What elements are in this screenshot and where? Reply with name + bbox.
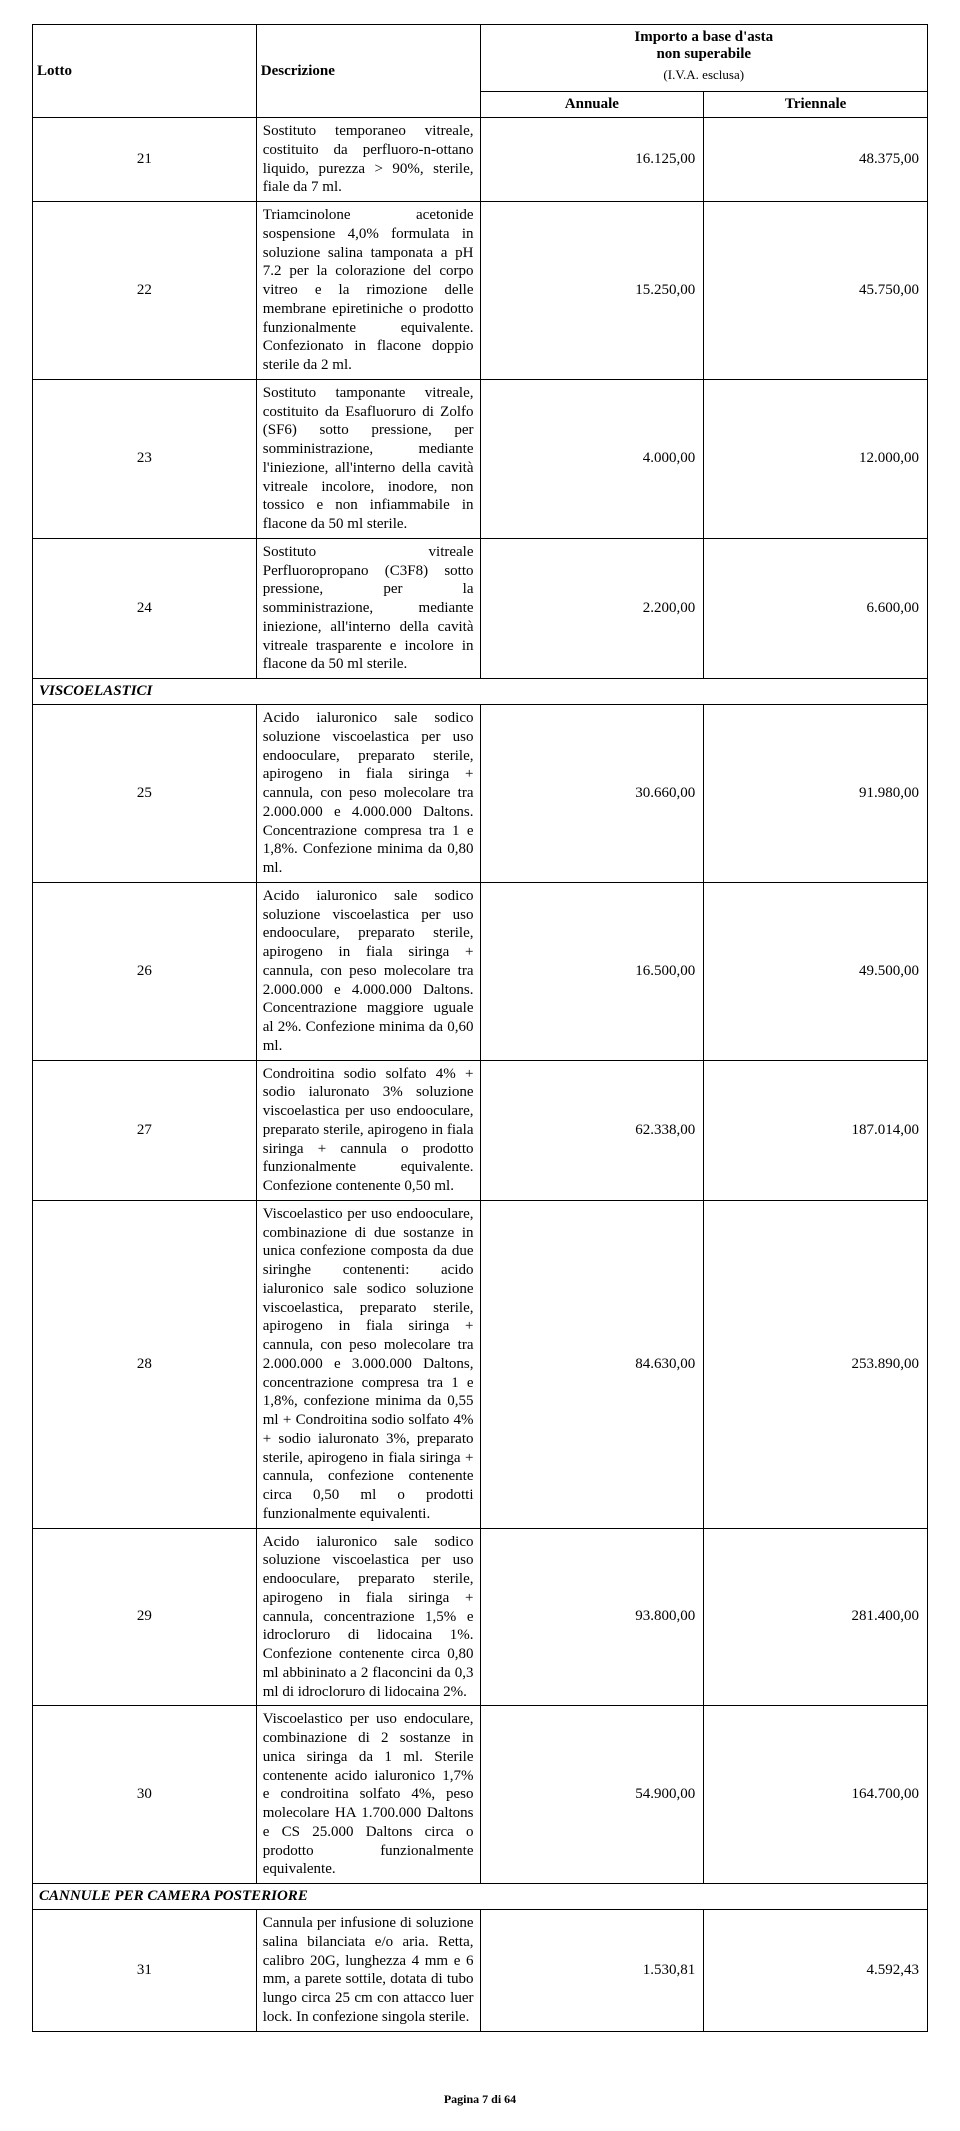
cell-triennale: 164.700,00 <box>704 1706 928 1884</box>
cell-triennale: 48.375,00 <box>704 118 928 202</box>
header-triennale: Triennale <box>704 92 928 118</box>
cell-annuale: 84.630,00 <box>480 1200 704 1528</box>
cell-desc: Sostituto tamponante vitreale, costituit… <box>256 379 480 538</box>
page-footer: Pagina 7 di 64 <box>32 2092 928 2107</box>
cell-triennale: 49.500,00 <box>704 882 928 1060</box>
header-descrizione: Descrizione <box>256 25 480 118</box>
cell-annuale: 16.500,00 <box>480 882 704 1060</box>
header-importo-line1: Importo a base d'asta <box>487 29 922 46</box>
cell-desc: Sostituto temporaneo vitreale, costituit… <box>256 118 480 202</box>
cell-annuale: 62.338,00 <box>480 1060 704 1200</box>
cell-triennale: 45.750,00 <box>704 202 928 380</box>
cell-desc: Condroitina sodio solfato 4% + sodio ial… <box>256 1060 480 1200</box>
table-row: 21 Sostituto temporaneo vitreale, costit… <box>33 118 928 202</box>
section-cannule: CANNULE PER CAMERA POSTERIORE <box>33 1884 928 1910</box>
cell-triennale: 4.592,43 <box>704 1910 928 2032</box>
cell-annuale: 93.800,00 <box>480 1528 704 1706</box>
table-row: 24 Sostituto vitreale Perfluoropropano (… <box>33 538 928 678</box>
cell-desc: Cannula per infusione di soluzione salin… <box>256 1910 480 2032</box>
cell-lotto: 22 <box>33 202 257 380</box>
header-importo: Importo a base d'asta non superabile (I.… <box>480 25 928 92</box>
cell-lotto: 31 <box>33 1910 257 2032</box>
cell-annuale: 1.530,81 <box>480 1910 704 2032</box>
header-importo-sub: (I.V.A. esclusa) <box>487 63 922 87</box>
cell-triennale: 281.400,00 <box>704 1528 928 1706</box>
cell-annuale: 16.125,00 <box>480 118 704 202</box>
cell-annuale: 30.660,00 <box>480 705 704 883</box>
cell-lotto: 28 <box>33 1200 257 1528</box>
cell-triennale: 187.014,00 <box>704 1060 928 1200</box>
cell-triennale: 12.000,00 <box>704 379 928 538</box>
section-row: CANNULE PER CAMERA POSTERIORE <box>33 1884 928 1910</box>
cell-lotto: 23 <box>33 379 257 538</box>
header-annuale: Annuale <box>480 92 704 118</box>
section-row: VISCOELASTICI <box>33 679 928 705</box>
cell-annuale: 54.900,00 <box>480 1706 704 1884</box>
table-row: 26 Acido ialuronico sale sodico soluzion… <box>33 882 928 1060</box>
table-row: 29 Acido ialuronico sale sodico soluzion… <box>33 1528 928 1706</box>
cell-desc: Viscoelastico per uso endooculare, combi… <box>256 1200 480 1528</box>
header-importo-line2: non superabile <box>487 46 922 63</box>
section-viscoelastici: VISCOELASTICI <box>33 679 928 705</box>
cell-annuale: 4.000,00 <box>480 379 704 538</box>
cell-desc: Viscoelastico per uso endoculare, combin… <box>256 1706 480 1884</box>
cell-desc: Acido ialuronico sale sodico soluzione v… <box>256 705 480 883</box>
cell-desc: Acido ialuronico sale sodico soluzione v… <box>256 1528 480 1706</box>
cell-annuale: 2.200,00 <box>480 538 704 678</box>
cell-triennale: 91.980,00 <box>704 705 928 883</box>
cell-lotto: 24 <box>33 538 257 678</box>
table-row: 22 Triamcinolone acetonide sospensione 4… <box>33 202 928 380</box>
cell-lotto: 27 <box>33 1060 257 1200</box>
cell-lotto: 21 <box>33 118 257 202</box>
cell-lotto: 30 <box>33 1706 257 1884</box>
table-row: 27 Condroitina sodio solfato 4% + sodio … <box>33 1060 928 1200</box>
cell-desc: Sostituto vitreale Perfluoropropano (C3F… <box>256 538 480 678</box>
cell-lotto: 29 <box>33 1528 257 1706</box>
table-row: 25 Acido ialuronico sale sodico soluzion… <box>33 705 928 883</box>
table-row: 30 Viscoelastico per uso endoculare, com… <box>33 1706 928 1884</box>
table-row: 23 Sostituto tamponante vitreale, costit… <box>33 379 928 538</box>
cell-annuale: 15.250,00 <box>480 202 704 380</box>
cell-desc: Acido ialuronico sale sodico soluzione v… <box>256 882 480 1060</box>
header-lotto: Lotto <box>33 25 257 118</box>
cell-triennale: 253.890,00 <box>704 1200 928 1528</box>
cell-desc: Triamcinolone acetonide sospensione 4,0%… <box>256 202 480 380</box>
cell-lotto: 25 <box>33 705 257 883</box>
pricing-table: Lotto Descrizione Importo a base d'asta … <box>32 24 928 2032</box>
table-row: 28 Viscoelastico per uso endooculare, co… <box>33 1200 928 1528</box>
cell-lotto: 26 <box>33 882 257 1060</box>
cell-triennale: 6.600,00 <box>704 538 928 678</box>
table-row: 31 Cannula per infusione di soluzione sa… <box>33 1910 928 2032</box>
